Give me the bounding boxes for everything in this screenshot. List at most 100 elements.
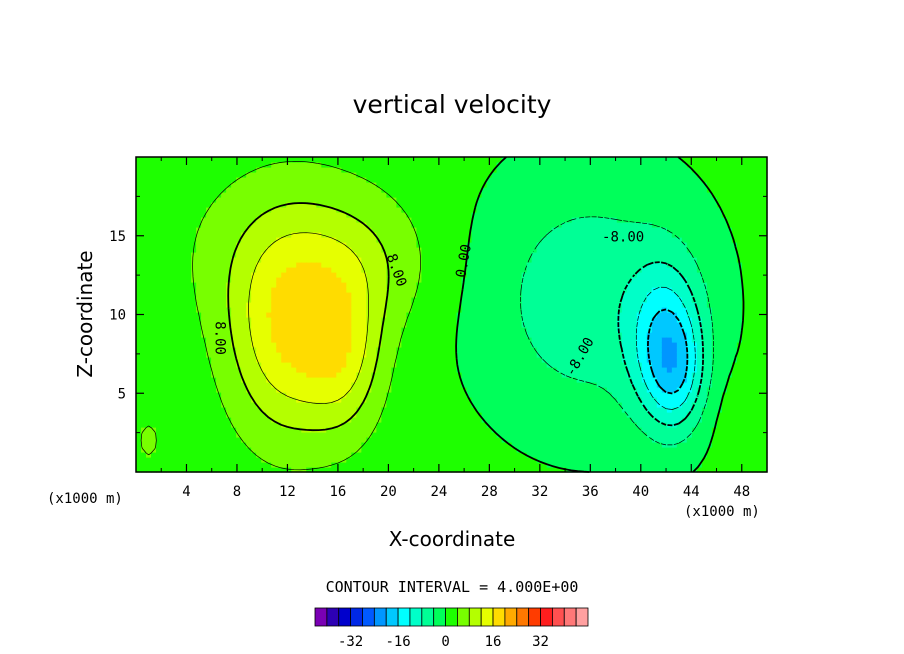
heatmap-cell bbox=[476, 382, 483, 388]
heatmap-cell bbox=[301, 462, 307, 468]
heatmap-cell bbox=[351, 327, 357, 333]
heatmap-cell bbox=[361, 187, 367, 193]
heatmap-cell bbox=[471, 342, 478, 348]
heatmap-cell bbox=[431, 242, 438, 248]
heatmap-cell bbox=[346, 362, 352, 368]
heatmap-cell bbox=[171, 322, 177, 328]
heatmap-cell bbox=[431, 167, 438, 173]
heatmap-cell bbox=[231, 447, 237, 453]
heatmap-cell bbox=[516, 447, 523, 453]
heatmap-cell bbox=[326, 447, 332, 453]
heatmap-cell bbox=[211, 357, 217, 363]
heatmap-cell bbox=[401, 292, 408, 298]
heatmap-cell bbox=[486, 302, 493, 308]
heatmap-cell bbox=[156, 412, 162, 418]
heatmap-cell bbox=[311, 347, 317, 353]
heatmap-cell bbox=[251, 217, 257, 223]
heatmap-cell bbox=[381, 302, 387, 308]
heatmap-cell bbox=[526, 177, 533, 183]
heatmap-cell bbox=[266, 182, 272, 188]
heatmap-cell bbox=[191, 302, 197, 308]
heatmap-cell bbox=[271, 407, 277, 413]
heatmap-cell bbox=[306, 317, 312, 323]
heatmap-cell bbox=[216, 202, 222, 208]
heatmap-cell bbox=[141, 162, 147, 168]
heatmap-cell bbox=[266, 302, 272, 308]
heatmap-cell bbox=[461, 417, 468, 423]
heatmap-cell bbox=[361, 367, 367, 373]
heatmap-cell bbox=[316, 317, 322, 323]
heatmap-cell bbox=[351, 397, 357, 403]
heatmap-cell bbox=[171, 462, 177, 468]
heatmap-cell bbox=[211, 207, 217, 213]
heatmap-cell bbox=[166, 347, 172, 353]
heatmap-cell bbox=[176, 207, 182, 213]
heatmap-cell bbox=[391, 252, 398, 258]
heatmap-cell bbox=[451, 427, 458, 433]
heatmap-cell bbox=[241, 382, 247, 388]
heatmap-cell bbox=[481, 212, 488, 218]
heatmap-cell bbox=[251, 317, 257, 323]
heatmap-cell bbox=[451, 327, 458, 333]
heatmap-cell bbox=[501, 192, 508, 198]
heatmap-cell bbox=[326, 467, 332, 473]
heatmap-cell bbox=[516, 347, 523, 353]
heatmap-cell bbox=[421, 242, 428, 248]
heatmap-cell bbox=[356, 467, 362, 473]
heatmap-cell bbox=[401, 427, 408, 433]
heatmap-cell bbox=[471, 242, 478, 248]
heatmap-cell bbox=[446, 342, 453, 348]
heatmap-cell bbox=[346, 332, 352, 338]
heatmap-cell bbox=[301, 207, 307, 213]
heatmap-cell bbox=[321, 187, 327, 193]
heatmap-cell bbox=[176, 227, 182, 233]
heatmap-cell bbox=[241, 457, 247, 463]
heatmap-cell bbox=[426, 207, 433, 213]
heatmap-cell bbox=[341, 387, 347, 393]
heatmap-cell bbox=[321, 177, 327, 183]
heatmap-cell bbox=[176, 212, 182, 218]
heatmap-cell bbox=[491, 337, 498, 343]
heatmap-cell bbox=[456, 377, 463, 383]
heatmap-cell bbox=[226, 187, 232, 193]
heatmap-cell bbox=[216, 252, 222, 258]
heatmap-cell bbox=[286, 287, 292, 293]
heatmap-cell bbox=[341, 402, 347, 408]
heatmap-cell bbox=[521, 197, 528, 203]
heatmap-cell bbox=[506, 367, 513, 373]
heatmap-cell bbox=[196, 362, 202, 368]
heatmap-cell bbox=[521, 192, 528, 198]
heatmap-cell bbox=[476, 272, 483, 278]
heatmap-cell bbox=[261, 247, 267, 253]
heatmap-cell bbox=[136, 217, 142, 223]
heatmap-cell bbox=[416, 292, 423, 298]
heatmap-cell bbox=[261, 392, 267, 398]
heatmap-cell bbox=[286, 182, 292, 188]
heatmap-cell bbox=[476, 367, 483, 373]
heatmap-cell bbox=[361, 242, 367, 248]
heatmap-cell bbox=[211, 407, 217, 413]
heatmap-cell bbox=[446, 237, 453, 243]
heatmap-cell bbox=[441, 327, 448, 333]
heatmap-cell bbox=[251, 462, 257, 468]
heatmap-cell bbox=[346, 457, 352, 463]
heatmap-cell bbox=[261, 437, 267, 443]
heatmap-cell bbox=[161, 237, 167, 243]
heatmap-cell bbox=[191, 207, 197, 213]
heatmap-cell bbox=[491, 432, 498, 438]
heatmap-cell bbox=[346, 257, 352, 263]
heatmap-cell bbox=[146, 422, 152, 428]
heatmap-cell bbox=[316, 212, 322, 218]
heatmap-cell bbox=[316, 167, 322, 173]
heatmap-cell bbox=[266, 177, 272, 183]
heatmap-cell bbox=[291, 302, 297, 308]
heatmap-cell bbox=[366, 277, 372, 283]
heatmap-cell bbox=[411, 167, 418, 173]
heatmap-cell bbox=[511, 352, 518, 358]
heatmap-cell bbox=[276, 177, 282, 183]
heatmap-cell bbox=[306, 422, 312, 428]
heatmap-cell bbox=[311, 192, 317, 198]
heatmap-cell bbox=[191, 427, 197, 433]
heatmap-cell bbox=[331, 197, 337, 203]
heatmap-cell bbox=[346, 327, 352, 333]
